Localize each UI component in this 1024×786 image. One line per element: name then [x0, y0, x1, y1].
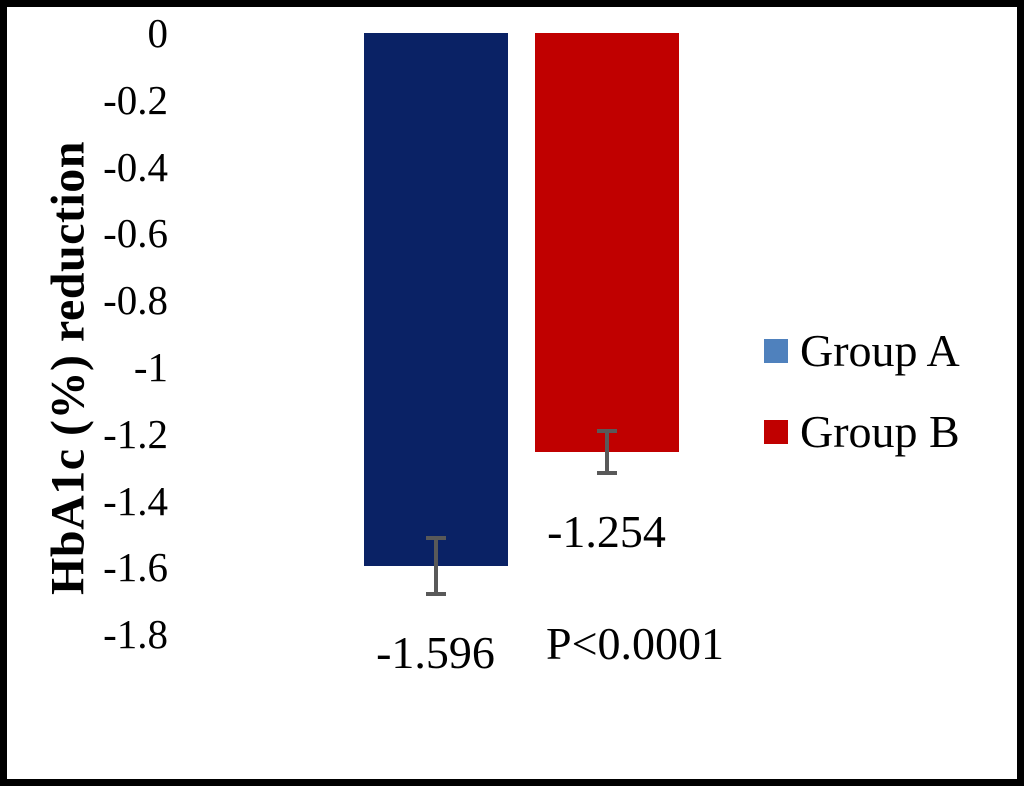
y-tick-label: -1: [133, 344, 168, 390]
error-bar-bottom-cap: [425, 591, 446, 596]
y-tick-label: -0.2: [103, 76, 168, 123]
y-tick-label: -0.4: [103, 143, 168, 190]
error-bar-line: [604, 431, 609, 472]
legend-item-group-b: Group B: [764, 408, 960, 456]
legend-label: Group B: [800, 406, 960, 457]
y-tick-label: -1.2: [103, 410, 168, 457]
error-bar-top-cap: [425, 536, 446, 541]
p-value-annotation: P<0.0001: [545, 618, 725, 669]
y-tick-label: -1.6: [103, 544, 168, 591]
data-label-group-a: -1.596: [376, 626, 495, 678]
data-label-group-b: -1.254: [547, 505, 666, 557]
legend-swatch-icon: [764, 339, 788, 363]
error-bar-top-cap: [596, 428, 617, 433]
bar-group-a: [363, 33, 508, 567]
bar-group-b: [534, 33, 679, 452]
y-tick-label: -1.4: [103, 477, 168, 524]
error-bar-bottom-cap: [596, 470, 617, 475]
legend-item-group-a: Group A: [764, 327, 960, 375]
y-tick-label: -1.8: [103, 611, 168, 658]
error-bar-line: [433, 539, 438, 593]
legend-swatch-icon: [764, 420, 788, 444]
y-tick-label: -0.6: [103, 210, 168, 257]
legend-label: Group A: [800, 325, 960, 376]
y-tick-label: -0.8: [103, 277, 168, 324]
y-tick-label: 0: [147, 10, 169, 56]
